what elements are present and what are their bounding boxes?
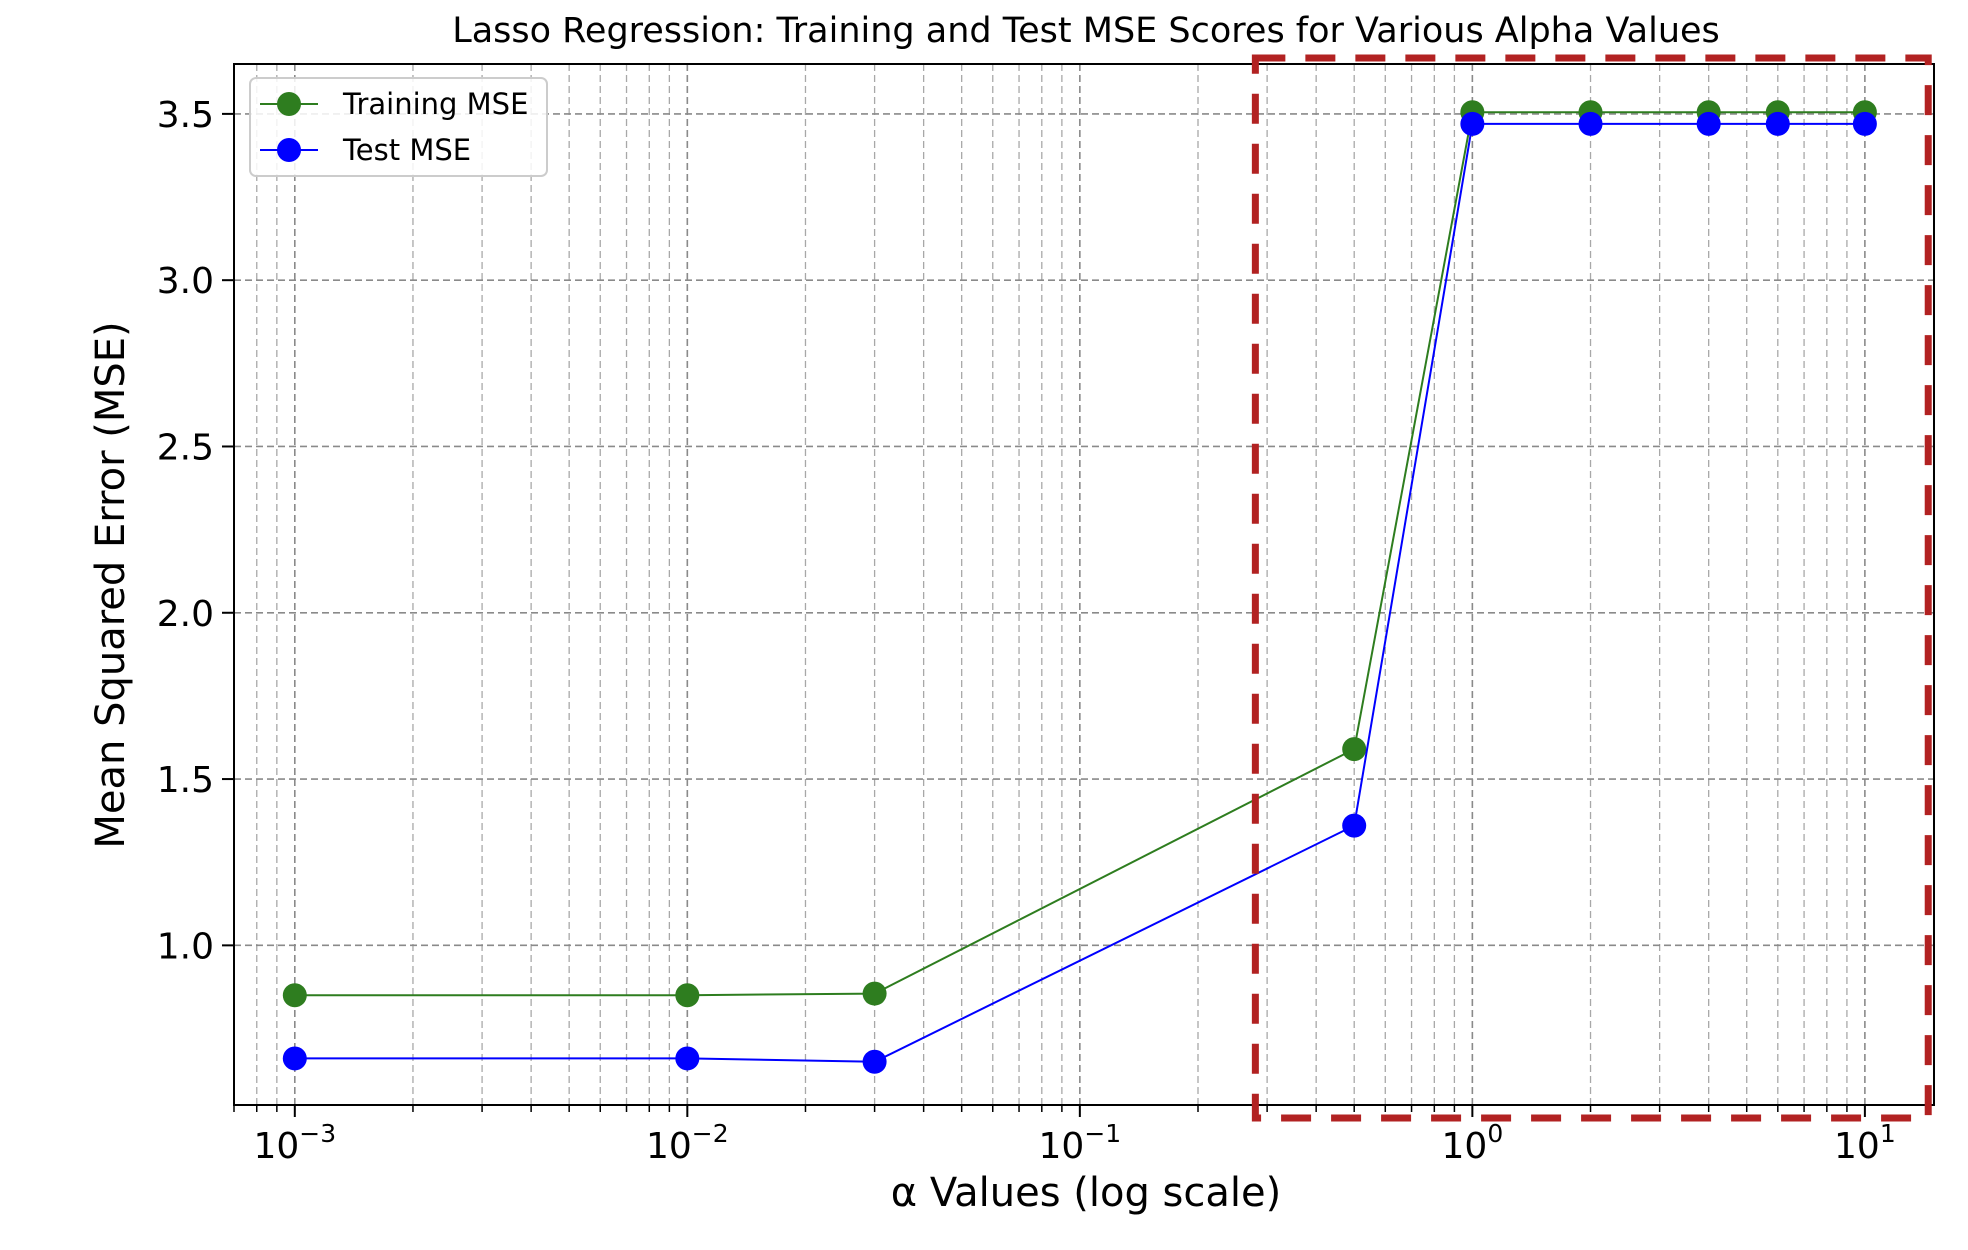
x-tick-label: 10−2 [646,1119,729,1167]
x-tick-label: 10−3 [253,1119,336,1167]
grid [233,64,1934,1105]
data-point [1342,813,1367,838]
x-tick-label: 101 [1834,1119,1896,1167]
data-point [282,1046,307,1071]
legend: Training MSE Test MSE [249,77,548,177]
highlight-box [1251,54,1932,1122]
legend-label: Training MSE [342,87,528,121]
legend-label: Test MSE [342,133,471,167]
y-axis-label: Mean Squared Error (MSE) [88,321,134,848]
chart-title: Lasso Regression: Training and Test MSE … [452,11,1720,51]
y-tick-label: 1.0 [157,926,214,967]
data-point [1852,111,1877,136]
legend-marker [277,138,301,162]
legend-marker [277,92,301,116]
x-axis-label: α Values (log scale) [891,1170,1281,1216]
data-point [675,1046,700,1071]
data-point [1460,111,1485,136]
y-tick-label: 3.5 [157,95,214,136]
data-point [862,1049,887,1074]
legend-frame [249,77,548,177]
y-tick-label: 1.5 [157,760,214,801]
data-point [675,983,700,1008]
x-tick-label: 100 [1442,1119,1504,1167]
data-point [1342,737,1367,762]
y-tick-label: 3.0 [157,261,214,302]
data-point [1578,111,1603,136]
data-point [862,981,887,1006]
y-tick-label: 2.5 [157,427,214,468]
data-point [282,983,307,1008]
x-tick-label: 10−1 [1039,1119,1122,1167]
series-layer [282,100,1877,1074]
data-point [1765,111,1790,136]
ticks: 1.0 1.5 2.0 2.5 3.0 3.5 10−3 10−2 10−1 100 101 [157,95,1896,1167]
plot-frame [233,63,1935,1106]
y-tick-label: 2.0 [157,594,214,635]
data-point [1696,111,1721,136]
